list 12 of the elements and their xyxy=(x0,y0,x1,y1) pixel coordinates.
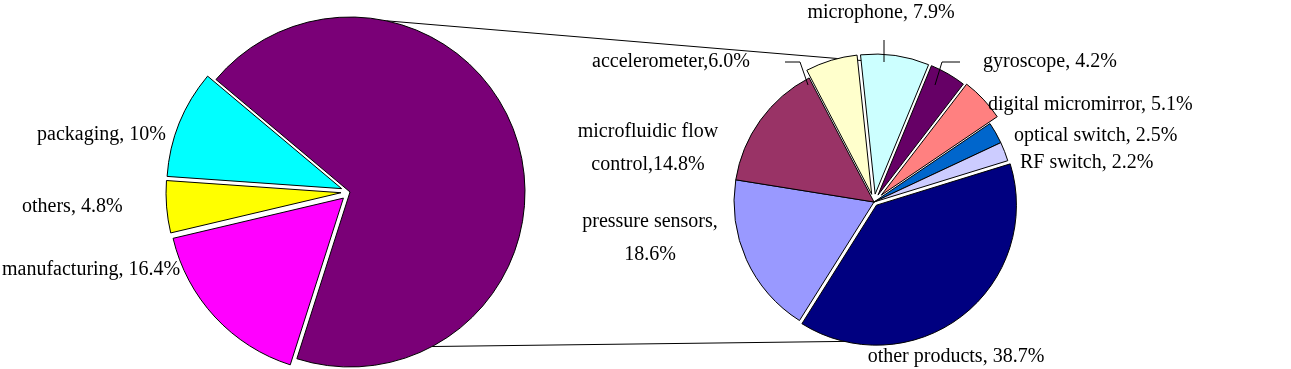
slice-label: microfluidic flow control,14.8% xyxy=(577,119,719,174)
slice-label: RF switch, 2.2% xyxy=(1020,150,1154,172)
legend-label: accelerometer,6.0% xyxy=(592,49,750,71)
slice-label: packaging, 10% xyxy=(37,122,166,145)
slice-label: others, 4.8% xyxy=(22,194,123,216)
slice-label: manufacturing, 16.4% xyxy=(2,257,181,280)
slice-label: other products, 38.7% xyxy=(867,344,1045,367)
slice-label: gyroscope, 4.2% xyxy=(983,49,1117,72)
slice-label: microphone, 7.9% xyxy=(807,0,955,23)
slice-label: digital micromirror, 5.1% xyxy=(988,92,1193,115)
slice-label: optical switch, 2.5% xyxy=(1014,123,1178,146)
slice-label: pressure sensors, 18.6% xyxy=(582,209,718,264)
